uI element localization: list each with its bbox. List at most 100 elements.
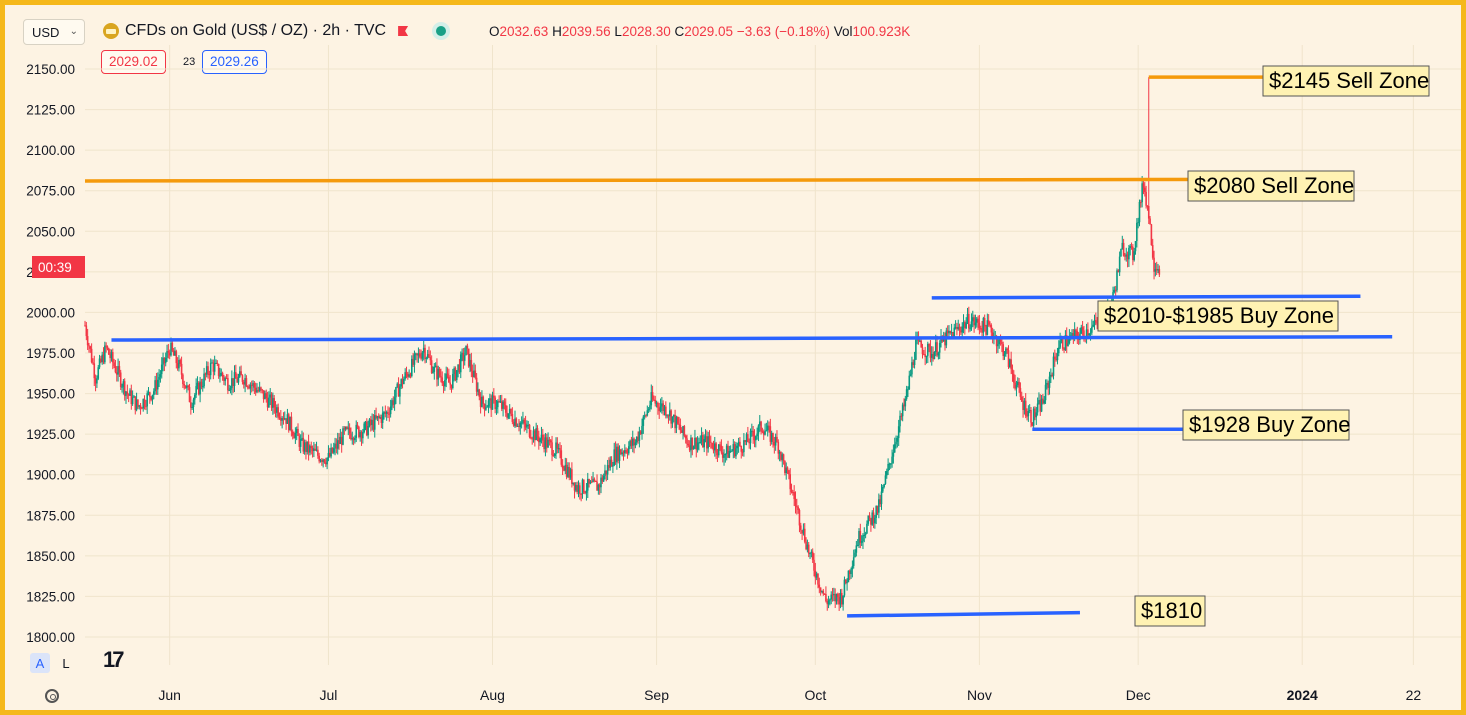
candle-body	[408, 374, 410, 377]
candle-body	[269, 394, 272, 398]
candle-body	[261, 389, 264, 391]
candle-body	[944, 335, 946, 346]
y-tick-label: 1950.00	[26, 387, 75, 402]
candle-body	[663, 406, 666, 412]
candle-body	[637, 436, 639, 441]
candle-body	[293, 435, 295, 439]
sell-price-button[interactable]: 2029.02	[101, 50, 166, 74]
candle-body	[949, 330, 952, 333]
candle-body	[203, 373, 205, 387]
candle-body	[266, 398, 269, 408]
candle-body	[899, 415, 901, 427]
candle-body	[122, 381, 125, 387]
candle-body	[176, 363, 179, 369]
x-tick-label: Oct	[804, 687, 826, 703]
buy-price-button[interactable]: 2029.26	[202, 50, 267, 74]
candle-body	[434, 365, 437, 368]
candle-body	[195, 386, 197, 395]
candle-body	[295, 429, 298, 433]
auto-scale-button[interactable]: A	[30, 653, 50, 673]
candle-body	[805, 541, 807, 550]
symbol-title[interactable]: CFDs on Gold (US$ / OZ) · 2h · TVC	[103, 22, 447, 40]
candle-body	[577, 485, 580, 492]
candle-body	[315, 449, 318, 451]
candle-body	[971, 317, 974, 322]
candle-body	[526, 424, 528, 428]
candle-body	[625, 450, 627, 453]
candle-body	[790, 489, 793, 492]
candle-body	[197, 382, 200, 395]
candle-body	[639, 431, 642, 435]
candle-body	[1009, 359, 1011, 367]
candle-body	[855, 545, 858, 553]
candle-body	[669, 410, 671, 417]
price-chart[interactable]: 2150.002125.002100.002075.002050.002025.…	[5, 5, 1461, 710]
candle-body	[1076, 331, 1079, 337]
candle-body	[524, 423, 527, 428]
y-tick-label: 2075.00	[26, 184, 75, 199]
candle-body	[379, 416, 381, 418]
log-scale-button[interactable]: L	[62, 655, 70, 671]
candle-body	[1071, 333, 1073, 336]
candle-body	[360, 432, 363, 439]
candle-body	[387, 411, 389, 414]
gear-icon[interactable]	[45, 689, 59, 703]
candle-body	[89, 346, 92, 349]
candle-body	[905, 389, 908, 399]
candle-body	[1061, 337, 1064, 349]
candle-body	[985, 326, 987, 335]
flag-icon[interactable]	[398, 26, 409, 36]
candle-body	[1142, 183, 1145, 188]
candle-body	[979, 328, 982, 330]
candle-body	[249, 384, 252, 389]
candle-body	[778, 452, 781, 454]
candle-body	[1149, 218, 1151, 225]
candle-body	[844, 579, 847, 583]
candle-body	[739, 441, 741, 447]
candle-body	[982, 318, 985, 333]
candle-body	[729, 450, 732, 452]
candle-body	[366, 421, 368, 436]
candle-body	[789, 474, 791, 490]
candle-body	[863, 535, 866, 537]
candle-body	[325, 462, 327, 465]
candle-body	[674, 414, 676, 429]
candle-body	[1093, 320, 1096, 325]
candle-body	[436, 365, 438, 380]
candle-body	[413, 354, 416, 365]
candle-body	[233, 372, 236, 386]
candle-body	[321, 460, 323, 462]
candle-body	[1117, 270, 1120, 273]
candle-body	[752, 430, 754, 437]
currency-select[interactable]: USD ⌄	[23, 19, 85, 45]
candle-body	[936, 342, 938, 356]
candle-body	[441, 377, 444, 384]
candle-body	[957, 326, 960, 329]
candle-body	[1019, 387, 1022, 397]
candle-body	[364, 421, 367, 424]
candle-body	[298, 435, 301, 447]
candle-body	[743, 440, 745, 453]
candle-body	[904, 398, 907, 407]
candle-body	[516, 425, 519, 427]
candle-body	[350, 433, 352, 440]
candle-body	[452, 374, 454, 389]
candle-body	[113, 362, 115, 366]
candle-body	[749, 430, 752, 444]
candle-body	[483, 403, 486, 410]
close-value: 2029.05	[684, 24, 734, 39]
candle-body	[421, 352, 424, 359]
chevron-down-icon: ⌄	[69, 26, 78, 37]
candle-body	[975, 318, 978, 323]
x-tick-label: Dec	[1126, 687, 1151, 703]
candle-body	[593, 478, 596, 481]
candle-body	[829, 599, 831, 601]
candle-body	[188, 387, 191, 403]
candle-body	[1096, 322, 1098, 324]
candle-body	[1151, 245, 1154, 258]
candle-body	[733, 444, 736, 457]
candle-body	[892, 452, 895, 457]
candle-body	[1010, 359, 1012, 370]
candle-body	[703, 439, 705, 448]
candle-body	[109, 354, 111, 359]
